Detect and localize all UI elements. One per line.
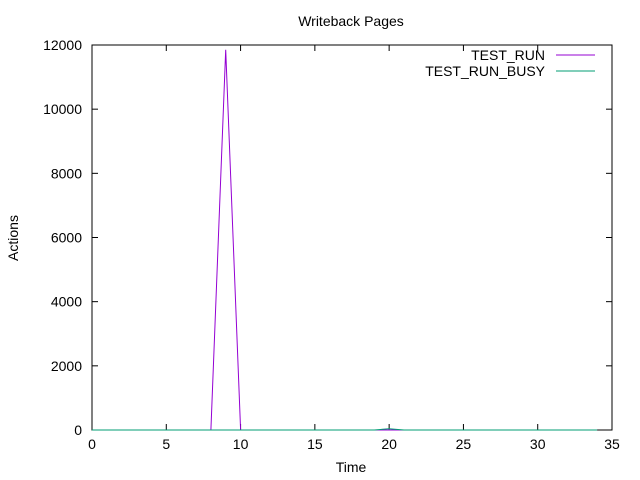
x-axis-label: Time bbox=[336, 459, 367, 475]
y-tick-label: 12000 bbox=[43, 37, 82, 53]
y-tick-label: 10000 bbox=[43, 101, 82, 117]
x-tick-label: 30 bbox=[530, 436, 546, 452]
x-axis: 0 5 10 15 20 25 30 35 bbox=[88, 45, 620, 452]
x-tick-label: 0 bbox=[88, 436, 96, 452]
x-tick-label: 10 bbox=[233, 436, 249, 452]
y-tick-label: 0 bbox=[74, 422, 82, 438]
x-tick-label: 35 bbox=[604, 436, 620, 452]
y-axis-label: Actions bbox=[5, 215, 21, 261]
series-line-test-run bbox=[92, 49, 598, 431]
chart-title: Writeback Pages bbox=[298, 13, 404, 29]
legend-label: TEST_RUN bbox=[471, 47, 545, 63]
y-tick-label: 8000 bbox=[51, 165, 82, 181]
y-tick-label: 2000 bbox=[51, 358, 82, 374]
y-axis: 0 2000 4000 6000 8000 10000 12000 bbox=[43, 37, 612, 438]
series-layer bbox=[92, 49, 598, 431]
plot-frame bbox=[91, 44, 613, 431]
y-tick-label: 6000 bbox=[51, 230, 82, 246]
x-tick-label: 25 bbox=[456, 436, 472, 452]
x-tick-label: 20 bbox=[381, 436, 397, 452]
y-tick-label: 4000 bbox=[51, 294, 82, 310]
series-line-test-run-busy bbox=[92, 428, 598, 431]
legend-label: TEST_RUN_BUSY bbox=[425, 63, 545, 79]
x-tick-label: 15 bbox=[307, 436, 323, 452]
x-tick-label: 5 bbox=[162, 436, 170, 452]
